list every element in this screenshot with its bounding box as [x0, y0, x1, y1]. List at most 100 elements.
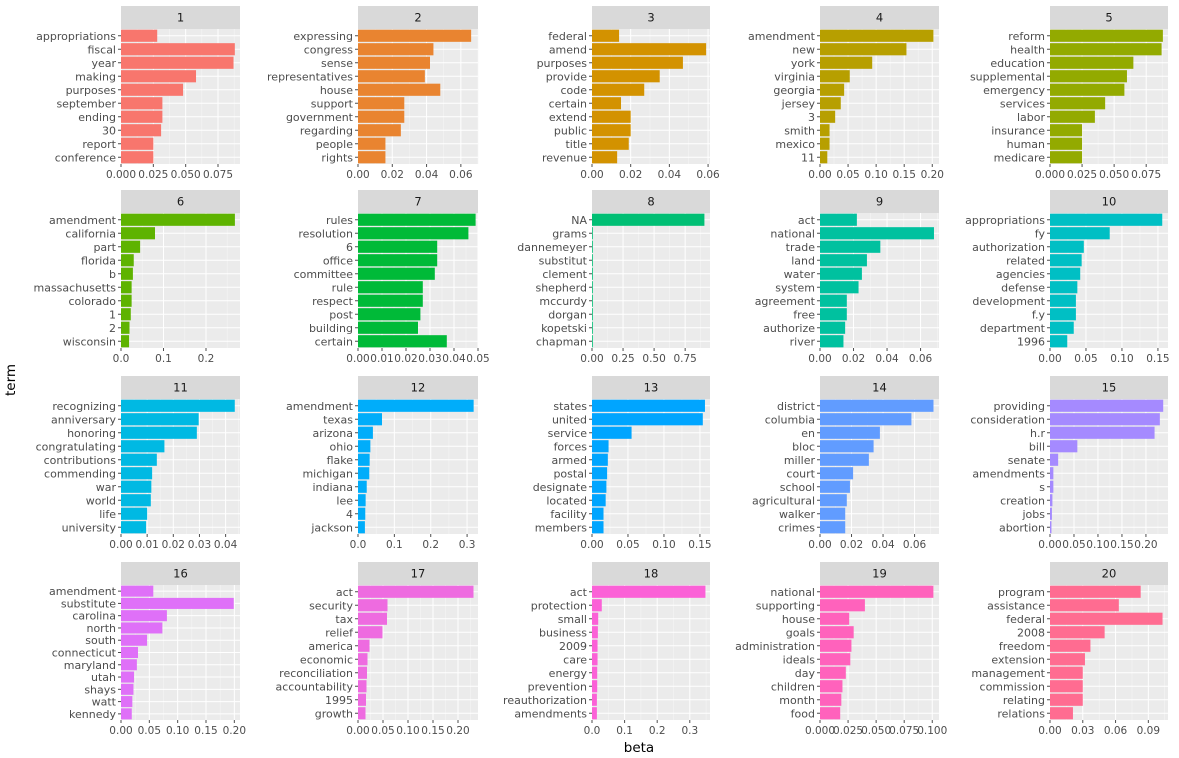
bar-river [820, 335, 844, 348]
term-label: jobs [1022, 508, 1046, 521]
term-label: united [552, 413, 587, 426]
facet-strip [820, 6, 939, 29]
term-label: appropriations [36, 30, 116, 43]
term-label: agreement [755, 295, 816, 308]
term-label: conference [55, 151, 116, 164]
term-label: rule [332, 281, 354, 294]
term-label: water [784, 268, 816, 281]
term-label: accountability [275, 680, 353, 693]
bar-federal [1050, 612, 1163, 625]
bar-fiscal [121, 43, 235, 56]
bar-arizona [358, 426, 373, 439]
x-tick-label: 0.0 [113, 353, 130, 365]
term-label: small [558, 613, 587, 626]
facet-strip-label: 11 [173, 381, 188, 395]
bar-watt [121, 696, 133, 708]
facet-strip [1050, 190, 1168, 213]
x-tick-label: 0.02 [840, 539, 863, 551]
facet-strip-label: 16 [173, 567, 188, 581]
term-label: fiscal [87, 43, 116, 56]
facet-strip [358, 190, 478, 213]
bar-extend [592, 110, 631, 123]
term-label: lee [336, 494, 353, 507]
term-label: respect [312, 295, 354, 308]
bar-tax [358, 612, 387, 625]
term-label: relief [325, 626, 354, 639]
bar-representatives [358, 70, 425, 83]
bar-florida [121, 254, 134, 267]
facet-panel-11: 11 0.00 0.01 0.02 0.03 0.04 recognizinganniver… [36, 376, 240, 551]
bar-accountability [358, 680, 367, 693]
bar-jobs [1050, 507, 1052, 520]
bar-growth [358, 707, 366, 720]
bar-management [1050, 666, 1083, 679]
facet-panel-18: 18 0.0 0.1 0.2 0.3 actprotectionsmallbusiness… [503, 562, 710, 737]
term-label: s [1039, 481, 1045, 494]
term-label: office [323, 254, 353, 267]
x-tick-label: 0.050 [171, 169, 201, 181]
facet-panel-1: 1 0.000 0.025 0.050 0.075 appropriationsfisca… [36, 6, 240, 181]
bar-ideals [820, 653, 851, 666]
term-label: en [801, 427, 815, 440]
facet-panel-17: 17 0.00 0.05 0.10 0.15 0.20 actsecuritytaxreli… [275, 562, 478, 737]
bar-smith [820, 124, 830, 137]
bar-america [358, 639, 370, 652]
term-label: massachusetts [33, 281, 116, 294]
term-label: land [791, 254, 815, 267]
bar-commission [1050, 680, 1083, 693]
x-tick-label: 0.00 [580, 169, 603, 181]
bar-designate [592, 480, 607, 493]
bar-relating [1050, 693, 1083, 706]
bar-crimes [820, 521, 846, 534]
term-label: world [86, 494, 116, 507]
bar-report [121, 137, 154, 150]
term-label: contributions [44, 454, 117, 467]
bar-house [358, 83, 441, 96]
term-label: honoring [67, 427, 116, 440]
facet-strip [820, 190, 939, 213]
bar-1995 [358, 693, 366, 706]
term-label: free [793, 308, 815, 321]
term-label: miller [784, 454, 816, 467]
x-tick-label: 0.04 [875, 353, 899, 365]
term-label: service [548, 427, 588, 440]
x-tick-label: 0.02 [162, 539, 185, 551]
term-label: dannemeyer [517, 241, 587, 254]
term-label: kopetski [541, 322, 587, 335]
facet-strip-label: 6 [177, 195, 184, 209]
term-label: tax [335, 613, 353, 626]
bar-committee [358, 267, 435, 280]
term-label: clement [542, 268, 587, 281]
facet-strip-label: 19 [872, 567, 887, 581]
bar-recognizing [121, 399, 235, 412]
term-label: designate [533, 481, 588, 494]
x-tick-label: 0.02 [394, 353, 417, 365]
bar-act [592, 585, 706, 598]
bar-office [358, 254, 438, 267]
term-label: defense [1001, 281, 1045, 294]
y-axis-title: term [3, 364, 19, 396]
term-label: university [62, 521, 117, 534]
x-tick-label: 0.15 [688, 539, 711, 551]
term-label: facility [550, 508, 587, 521]
term-label: 2 [109, 322, 116, 335]
x-tick-label: 0.000 [1035, 169, 1065, 181]
bar-s [1050, 480, 1054, 493]
panel-background [592, 585, 710, 720]
x-tick-label: 0.00 [580, 353, 603, 365]
x-tick-label: 0.10 [652, 539, 675, 551]
term-label: federal [1006, 613, 1045, 626]
term-label: amendments [972, 467, 1045, 480]
x-tick-label: 0.06 [449, 169, 473, 181]
term-label: grams [552, 227, 587, 240]
bar-reform [1050, 29, 1163, 42]
x-tick-label: 0.05 [836, 169, 859, 181]
bar-assistance [1050, 599, 1119, 612]
bar-university [121, 521, 147, 534]
facet-strip [1050, 376, 1168, 399]
x-tick-label: 0.2 [649, 725, 666, 737]
term-label: code [560, 84, 587, 97]
term-label: bloc [792, 440, 815, 453]
x-tick-label: 0.075 [203, 169, 233, 181]
bar-court [820, 467, 854, 480]
